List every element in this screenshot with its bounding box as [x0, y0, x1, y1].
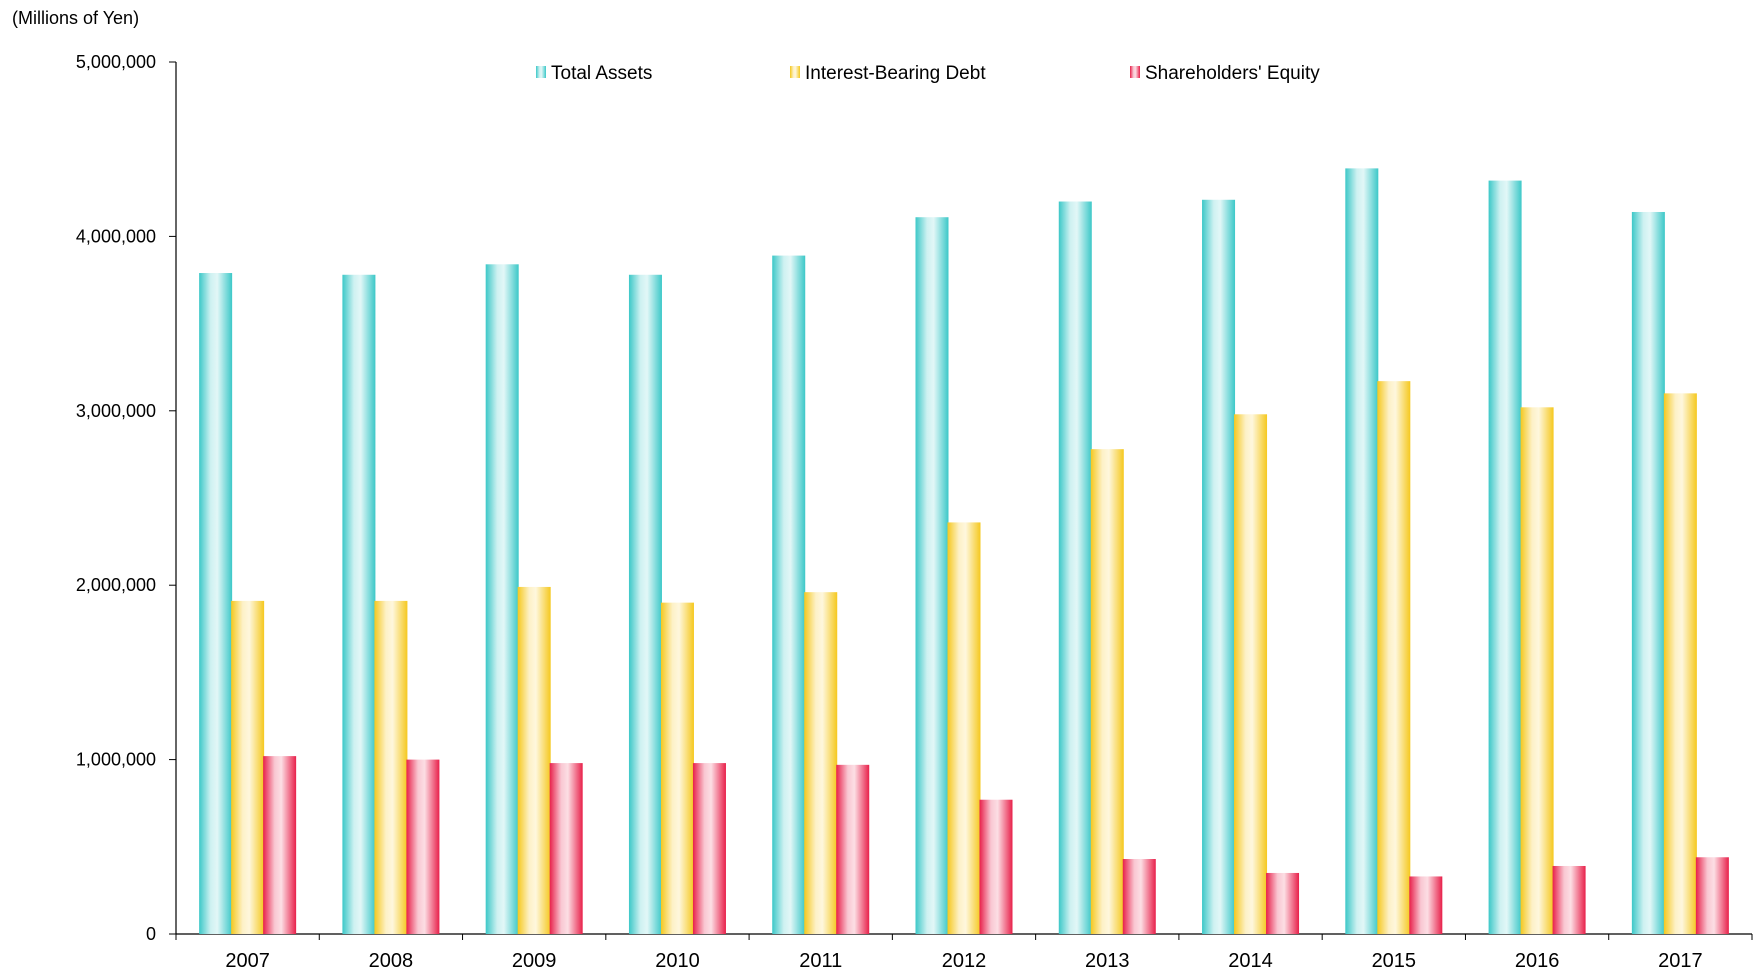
bar-interest-bearing-debt-2014 — [1234, 414, 1268, 935]
bar-total-assets-2010 — [628, 274, 662, 934]
legend-item: Total Assets — [536, 63, 652, 84]
bar-interest-bearing-debt-2008 — [374, 600, 408, 934]
y-tick-label: 4,000,000 — [76, 226, 156, 246]
y-tick-label: 1,000,000 — [76, 750, 156, 770]
bar-total-assets-2016 — [1488, 180, 1522, 935]
bar-shareholders-equity-2016 — [1552, 865, 1586, 934]
x-tick-label: 2007 — [225, 950, 270, 972]
legend-item: Interest-Bearing Debt — [790, 63, 986, 84]
bar-shareholders-equity-2008 — [406, 759, 440, 934]
bar-total-assets-2009 — [485, 264, 519, 935]
legend-swatch — [1130, 66, 1140, 78]
x-tick-label: 2016 — [1515, 950, 1560, 972]
x-tick-label: 2017 — [1658, 950, 1703, 972]
x-tick-label: 2014 — [1228, 950, 1273, 972]
bar-total-assets-2011 — [772, 255, 806, 935]
bar-shareholders-equity-2015 — [1409, 876, 1443, 934]
x-tick-label: 2015 — [1372, 950, 1417, 972]
bar-total-assets-2012 — [915, 217, 949, 934]
legend-item: Shareholders' Equity — [1130, 63, 1320, 84]
bar-shareholders-equity-2007 — [263, 756, 297, 934]
x-tick-label: 2012 — [942, 950, 987, 972]
bar-shareholders-equity-2009 — [549, 763, 583, 934]
bar-shareholders-equity-2011 — [836, 764, 870, 934]
x-tick-label: 2009 — [512, 950, 557, 972]
y-axis-unit-label: (Millions of Yen) — [12, 8, 140, 28]
bar-shareholders-equity-2014 — [1266, 872, 1300, 934]
legend-label: Shareholders' Equity — [1145, 63, 1320, 84]
bar-interest-bearing-debt-2015 — [1377, 381, 1411, 935]
x-tick-label: 2008 — [369, 950, 414, 972]
x-tick-label: 2013 — [1085, 950, 1130, 972]
bar-total-assets-2014 — [1202, 199, 1236, 934]
bar-total-assets-2017 — [1631, 211, 1665, 934]
x-tick-label: 2011 — [799, 950, 842, 972]
y-tick-label: 5,000,000 — [76, 52, 156, 72]
legend-swatch — [790, 66, 800, 78]
bar-total-assets-2013 — [1058, 201, 1092, 934]
bar-interest-bearing-debt-2016 — [1520, 407, 1554, 934]
bar-interest-bearing-debt-2012 — [947, 522, 981, 934]
legend-swatch — [536, 66, 546, 78]
bar-interest-bearing-debt-2009 — [517, 586, 551, 934]
bar-shareholders-equity-2017 — [1695, 857, 1729, 934]
bar-shareholders-equity-2012 — [979, 799, 1013, 934]
bar-interest-bearing-debt-2007 — [231, 600, 265, 934]
legend-label: Interest-Bearing Debt — [805, 63, 986, 84]
y-tick-label: 2,000,000 — [76, 575, 156, 595]
bar-shareholders-equity-2013 — [1122, 859, 1156, 934]
bar-total-assets-2015 — [1345, 168, 1379, 934]
bar-interest-bearing-debt-2017 — [1663, 393, 1697, 934]
y-tick-label: 3,000,000 — [76, 401, 156, 421]
bar-shareholders-equity-2010 — [692, 763, 726, 934]
bar-interest-bearing-debt-2011 — [804, 592, 838, 934]
bar-total-assets-2007 — [199, 273, 233, 934]
y-tick-label: 0 — [146, 924, 156, 944]
x-tick-label: 2010 — [655, 950, 700, 972]
legend-label: Total Assets — [551, 63, 652, 84]
bar-interest-bearing-debt-2013 — [1090, 449, 1124, 934]
bar-interest-bearing-debt-2010 — [660, 602, 694, 934]
bar-total-assets-2008 — [342, 274, 376, 934]
